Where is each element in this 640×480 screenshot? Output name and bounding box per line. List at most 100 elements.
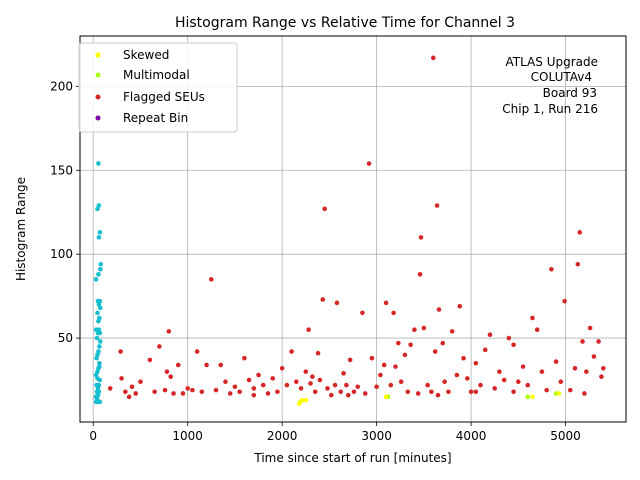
point-flagged-seus [232, 384, 238, 390]
legend-label-skewed: Skewed [123, 48, 169, 62]
point-flagged-seus [168, 374, 173, 379]
point-flagged-seus [457, 303, 463, 309]
point-flagged-seus [310, 374, 315, 379]
point-flagged-seus [344, 382, 349, 388]
point-normal [97, 399, 103, 405]
grid-layer [80, 36, 626, 422]
point-flagged-seus [383, 300, 389, 306]
point-skewed [530, 394, 535, 400]
point-flagged-seus [213, 387, 219, 393]
point-flagged-seus [152, 389, 157, 395]
point-flagged-seus [425, 382, 430, 388]
point-flagged-seus [118, 349, 123, 354]
point-flagged-seus [442, 379, 447, 385]
point-flagged-seus [320, 297, 326, 302]
point-flagged-seus [398, 379, 404, 385]
legend-marker-repeat-bin [95, 115, 101, 121]
point-flagged-seus [506, 335, 512, 341]
point-normal [97, 360, 102, 366]
point-flagged-seus [322, 206, 327, 212]
point-normal [97, 364, 102, 369]
run-annotation: ATLAS Upgrade COLUTAv4 Board 93 Chip 1, … [502, 55, 598, 116]
plot-frame [79, 35, 627, 423]
point-flagged-seus [162, 387, 168, 393]
point-flagged-seus [440, 340, 446, 346]
point-flagged-seus [185, 386, 190, 391]
point-flagged-seus [180, 391, 186, 396]
point-flagged-seus [303, 369, 309, 374]
x-tick-label: 2000 [267, 429, 298, 443]
point-flagged-seus [582, 391, 587, 396]
point-flagged-seus [418, 235, 424, 240]
point-flagged-seus [251, 392, 257, 398]
point-flagged-seus [465, 376, 470, 381]
point-flagged-seus [478, 382, 483, 388]
point-flagged-seus [580, 339, 585, 344]
point-flagged-seus [275, 389, 280, 395]
point-flagged-seus [204, 362, 209, 368]
point-flagged-seus [577, 230, 583, 235]
point-flagged-seus [166, 329, 172, 334]
point-flagged-seus [412, 327, 417, 332]
point-flagged-seus [284, 382, 290, 388]
legend-box [78, 42, 238, 133]
point-flagged-seus [516, 379, 521, 385]
point-flagged-seus [246, 377, 252, 383]
point-normal [95, 310, 100, 316]
point-flagged-seus [328, 392, 334, 398]
point-flagged-seus [190, 387, 195, 393]
point-flagged-seus [334, 300, 340, 306]
x-tick-label: 4000 [456, 429, 487, 443]
point-flagged-seus [434, 203, 440, 208]
point-normal [98, 266, 103, 272]
point-normal [93, 327, 99, 332]
y-axis-label: Histogram Range [14, 177, 28, 281]
point-flagged-seus [270, 376, 276, 381]
point-flagged-seus [454, 372, 460, 378]
x-axis-label: Time since start of run [minutes] [253, 451, 451, 465]
legend-marker-multimodal [95, 72, 101, 78]
point-flagged-seus [123, 389, 128, 395]
point-flagged-seus [374, 384, 379, 390]
point-flagged-seus [596, 339, 601, 344]
point-flagged-seus [171, 391, 176, 396]
point-flagged-seus [312, 389, 318, 395]
point-flagged-seus [599, 374, 604, 379]
annotation-line-2: COLUTAv4 [531, 70, 592, 84]
point-flagged-seus [366, 161, 372, 166]
point-flagged-seus [520, 364, 526, 369]
point-flagged-seus [218, 362, 224, 368]
point-flagged-seus [461, 355, 466, 361]
point-flagged-seus [107, 386, 113, 391]
point-flagged-seus [355, 384, 361, 390]
point-flagged-seus [530, 315, 535, 321]
point-normal [96, 349, 101, 354]
point-flagged-seus [138, 379, 143, 385]
point-flagged-seus [381, 362, 387, 368]
point-flagged-seus [446, 389, 451, 395]
point-flagged-seus [251, 386, 257, 391]
point-flagged-seus [242, 355, 247, 361]
point-flagged-seus [391, 310, 396, 316]
point-normal [96, 272, 101, 277]
point-normal [96, 161, 101, 166]
point-normal [97, 330, 103, 336]
point-normal [97, 298, 103, 304]
points-layer [93, 55, 606, 406]
point-flagged-seus [362, 391, 368, 396]
point-flagged-seus [306, 327, 311, 332]
point-flagged-seus [209, 277, 214, 282]
x-tick-label: 5000 [550, 429, 581, 443]
point-flagged-seus [492, 386, 497, 391]
y-tick-label: 50 [58, 331, 73, 345]
point-flagged-seus [584, 369, 589, 374]
point-flagged-seus [325, 386, 330, 391]
point-flagged-seus [487, 332, 493, 338]
point-flagged-seus [345, 392, 351, 398]
point-normal [98, 339, 103, 344]
point-flagged-seus [468, 389, 474, 395]
point-flagged-seus [289, 349, 294, 354]
point-flagged-seus [317, 377, 323, 383]
legend-label-flagged-seus: Flagged SEUs [123, 90, 205, 104]
point-flagged-seus [417, 272, 423, 277]
